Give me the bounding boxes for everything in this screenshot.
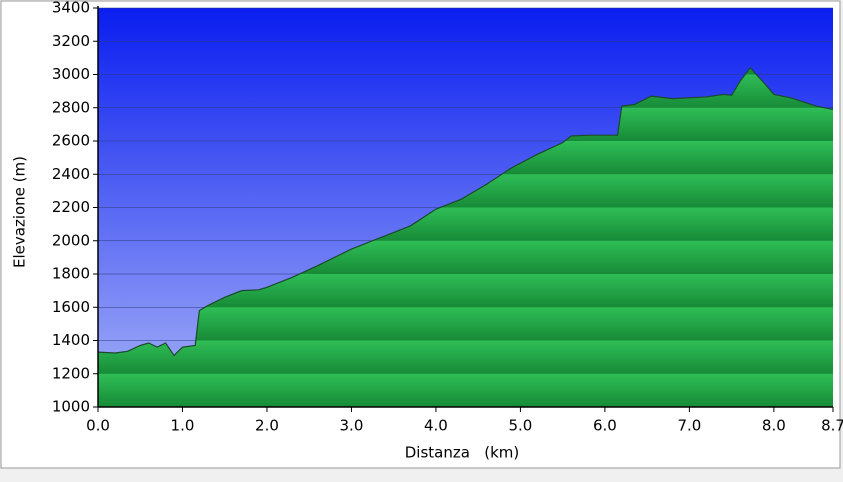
y-tick-label: 1400	[52, 331, 90, 349]
y-tick-label: 1200	[52, 364, 90, 382]
x-tick-label: 6.0	[593, 417, 617, 435]
y-tick-label: 1800	[52, 265, 90, 283]
y-tick-label: 2200	[52, 198, 90, 216]
y-tick-label: 2000	[52, 231, 90, 249]
area-fill	[98, 67, 833, 407]
y-tick-label: 3200	[52, 32, 90, 50]
x-tick-label: 5.0	[508, 417, 532, 435]
area-outline	[97, 66, 834, 357]
y-tick-label: 2800	[52, 98, 90, 116]
x-tick-label: 0.0	[86, 417, 110, 435]
x-axis-label: Distanza (km)	[405, 444, 520, 462]
y-tick-label: 1600	[52, 298, 90, 316]
y-tick-label: 2400	[52, 165, 90, 183]
y-tick-label: 3000	[52, 65, 90, 83]
y-tick-label: 3400	[52, 0, 90, 17]
x-tick-label: 8.7	[821, 417, 843, 435]
x-tick-label: 2.0	[255, 417, 279, 435]
x-tick-label: 3.0	[340, 417, 364, 435]
y-axis-label: Elevazione (m)	[11, 156, 29, 268]
x-tick-label: 8.0	[762, 417, 786, 435]
x-tick-label: 1.0	[171, 417, 195, 435]
y-tick-label: 1000	[52, 398, 90, 416]
x-tick-label: 7.0	[677, 417, 701, 435]
x-tick-label: 4.0	[424, 417, 448, 435]
y-tick-label: 2600	[52, 132, 90, 150]
